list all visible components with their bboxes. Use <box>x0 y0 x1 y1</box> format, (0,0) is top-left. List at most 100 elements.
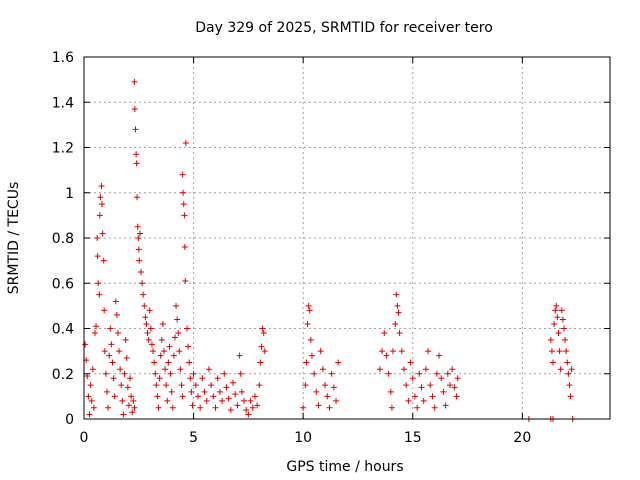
data-point <box>111 393 118 400</box>
data-point <box>94 253 101 260</box>
data-point <box>107 325 114 332</box>
data-point <box>306 307 313 314</box>
data-point <box>566 382 573 389</box>
data-point <box>117 366 124 373</box>
data-point <box>185 343 192 350</box>
data-point <box>137 268 144 275</box>
data-point <box>128 393 135 400</box>
x-tick-label: 15 <box>404 430 422 446</box>
data-point <box>240 397 247 404</box>
data-point <box>180 201 187 208</box>
data-point <box>451 384 458 391</box>
y-tick-label: 1.6 <box>52 50 74 66</box>
data-point <box>151 359 158 366</box>
data-point <box>407 359 414 366</box>
x-tick-label: 20 <box>513 430 531 446</box>
data-point <box>162 366 169 373</box>
data-point <box>118 382 125 389</box>
x-tick-label: 5 <box>189 430 198 446</box>
x-axis-label: GPS time / hours <box>286 459 403 475</box>
data-point <box>124 384 131 391</box>
data-point <box>112 298 119 305</box>
data-point <box>101 348 108 355</box>
data-point <box>383 352 390 359</box>
data-point <box>144 330 151 337</box>
data-point <box>245 411 252 418</box>
data-point <box>335 359 342 366</box>
data-point <box>420 397 427 404</box>
data-point <box>160 348 167 355</box>
data-point <box>85 393 92 400</box>
data-point <box>135 235 142 241</box>
data-point <box>223 384 230 391</box>
data-point <box>90 404 97 411</box>
data-point <box>330 384 337 391</box>
data-point <box>108 341 115 348</box>
data-point <box>168 388 175 395</box>
data-point <box>102 370 109 377</box>
data-point <box>189 402 196 409</box>
data-point <box>418 384 425 391</box>
data-point <box>175 330 182 337</box>
data-point <box>259 325 266 332</box>
data-point <box>547 336 554 343</box>
data-point <box>225 395 232 402</box>
data-point <box>155 404 162 411</box>
data-point <box>97 194 104 201</box>
data-point <box>139 280 146 287</box>
data-point <box>230 379 237 386</box>
data-point <box>447 382 454 389</box>
data-point <box>190 370 197 377</box>
data-point <box>165 359 172 366</box>
data-point <box>411 393 418 400</box>
data-point <box>227 406 234 413</box>
data-point <box>143 320 150 327</box>
data-point <box>170 352 177 359</box>
data-point <box>164 397 171 404</box>
data-point <box>89 366 96 373</box>
data-point <box>99 230 106 237</box>
data-point <box>552 307 559 314</box>
data-point <box>96 212 103 219</box>
data-point <box>187 375 194 382</box>
data-point <box>156 375 163 382</box>
data-point <box>120 411 127 418</box>
data-point <box>416 370 423 377</box>
data-point <box>311 370 318 377</box>
data-point <box>560 325 567 332</box>
data-point <box>238 388 245 395</box>
data-point <box>82 341 89 348</box>
data-point <box>387 388 394 395</box>
data-point <box>557 366 564 373</box>
data-point <box>130 397 137 404</box>
plot-frame <box>83 56 611 420</box>
data-point <box>395 309 402 316</box>
data-point <box>216 388 223 395</box>
y-tick-label: 0.2 <box>52 367 74 383</box>
data-point <box>568 366 575 373</box>
data-point <box>95 280 102 287</box>
data-point <box>449 366 456 373</box>
y-tick-label: 1 <box>65 186 74 202</box>
data-point <box>258 343 265 350</box>
data-point <box>317 348 324 355</box>
data-point <box>390 348 397 355</box>
data-point <box>91 330 98 337</box>
data-point <box>197 404 204 411</box>
data-point <box>308 352 315 359</box>
data-point <box>393 291 400 298</box>
data-point <box>303 359 310 366</box>
data-point <box>556 348 563 355</box>
data-point <box>326 404 333 411</box>
data-point <box>243 406 250 413</box>
data-point <box>551 320 558 327</box>
data-point <box>147 325 154 332</box>
data-point <box>405 397 412 404</box>
data-point <box>554 314 561 321</box>
data-point <box>98 182 105 189</box>
data-point <box>425 348 432 355</box>
data-point <box>400 366 407 373</box>
data-point <box>84 373 91 380</box>
data-point <box>257 359 264 366</box>
